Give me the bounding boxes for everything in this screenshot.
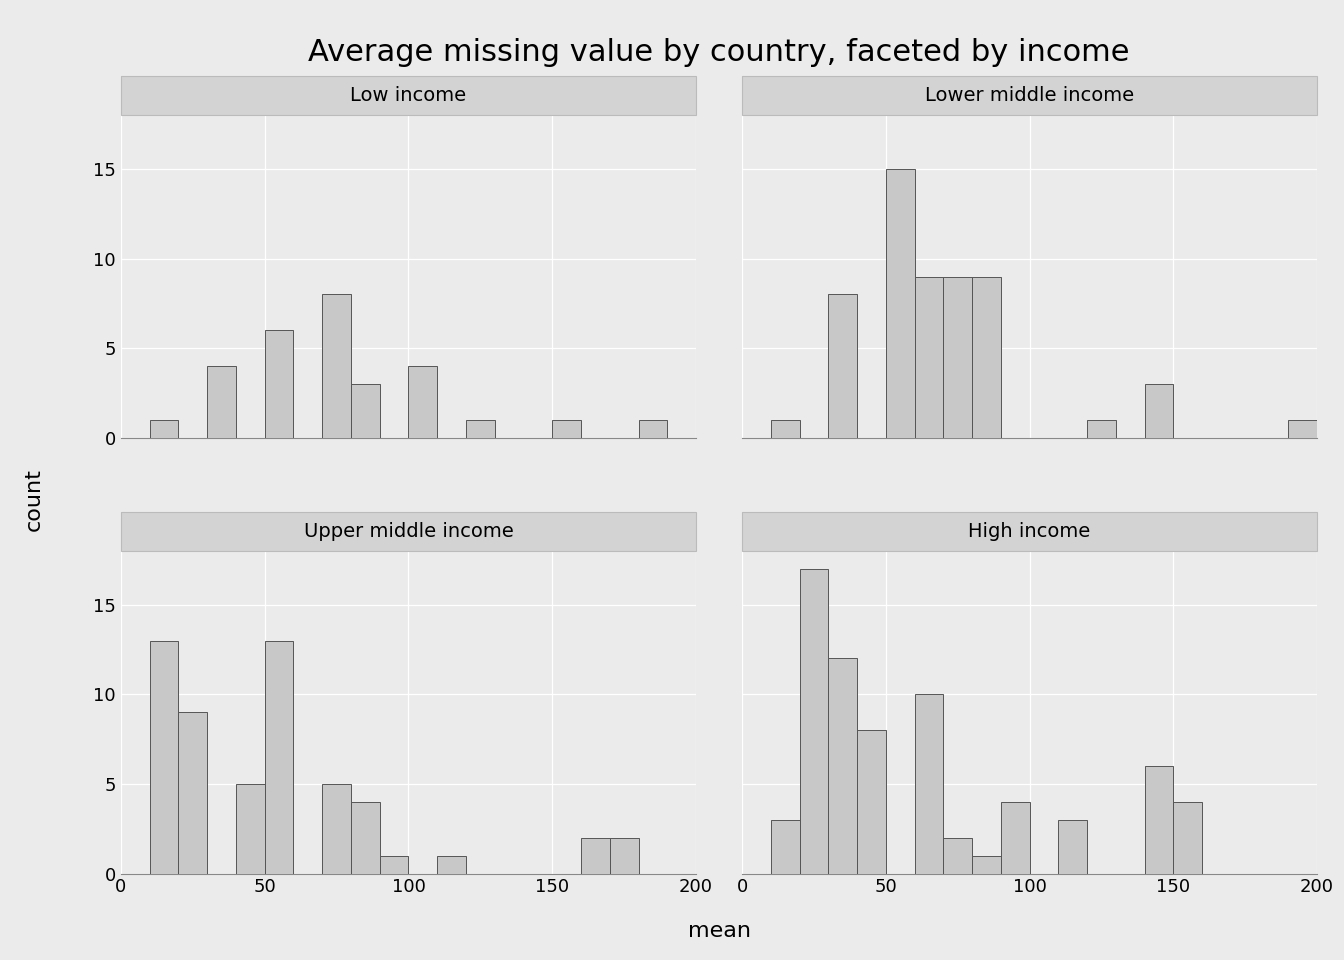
Bar bbox=[1001, 802, 1030, 874]
Bar bbox=[149, 640, 179, 874]
Bar bbox=[1087, 420, 1116, 438]
Bar bbox=[638, 420, 667, 438]
Bar bbox=[265, 330, 293, 438]
Bar bbox=[828, 295, 857, 438]
Bar bbox=[351, 384, 380, 438]
Bar bbox=[351, 802, 380, 874]
Bar bbox=[857, 731, 886, 874]
Bar bbox=[552, 420, 581, 438]
Bar bbox=[771, 420, 800, 438]
Bar bbox=[380, 855, 409, 874]
Bar bbox=[1145, 766, 1173, 874]
Bar bbox=[972, 276, 1001, 438]
Bar bbox=[1058, 820, 1087, 874]
Bar bbox=[972, 855, 1001, 874]
Bar bbox=[943, 276, 972, 438]
Bar bbox=[914, 276, 943, 438]
Bar bbox=[237, 784, 265, 874]
Bar bbox=[437, 855, 466, 874]
Bar bbox=[800, 569, 828, 874]
Bar bbox=[323, 784, 351, 874]
Bar bbox=[771, 820, 800, 874]
Bar bbox=[886, 169, 914, 438]
Bar bbox=[149, 420, 179, 438]
Bar bbox=[581, 838, 610, 874]
Bar bbox=[466, 420, 495, 438]
Bar bbox=[1173, 802, 1202, 874]
Text: Average missing value by country, faceted by income: Average missing value by country, facete… bbox=[308, 38, 1130, 67]
Bar bbox=[828, 659, 857, 874]
Bar bbox=[914, 694, 943, 874]
Bar bbox=[1145, 384, 1173, 438]
Text: count: count bbox=[24, 468, 43, 531]
Bar bbox=[1289, 420, 1317, 438]
Bar bbox=[265, 640, 293, 874]
Bar bbox=[610, 838, 638, 874]
Bar bbox=[409, 366, 437, 438]
Bar bbox=[207, 366, 237, 438]
Bar bbox=[179, 712, 207, 874]
Bar bbox=[323, 295, 351, 438]
Bar bbox=[943, 838, 972, 874]
Text: mean: mean bbox=[688, 922, 750, 941]
